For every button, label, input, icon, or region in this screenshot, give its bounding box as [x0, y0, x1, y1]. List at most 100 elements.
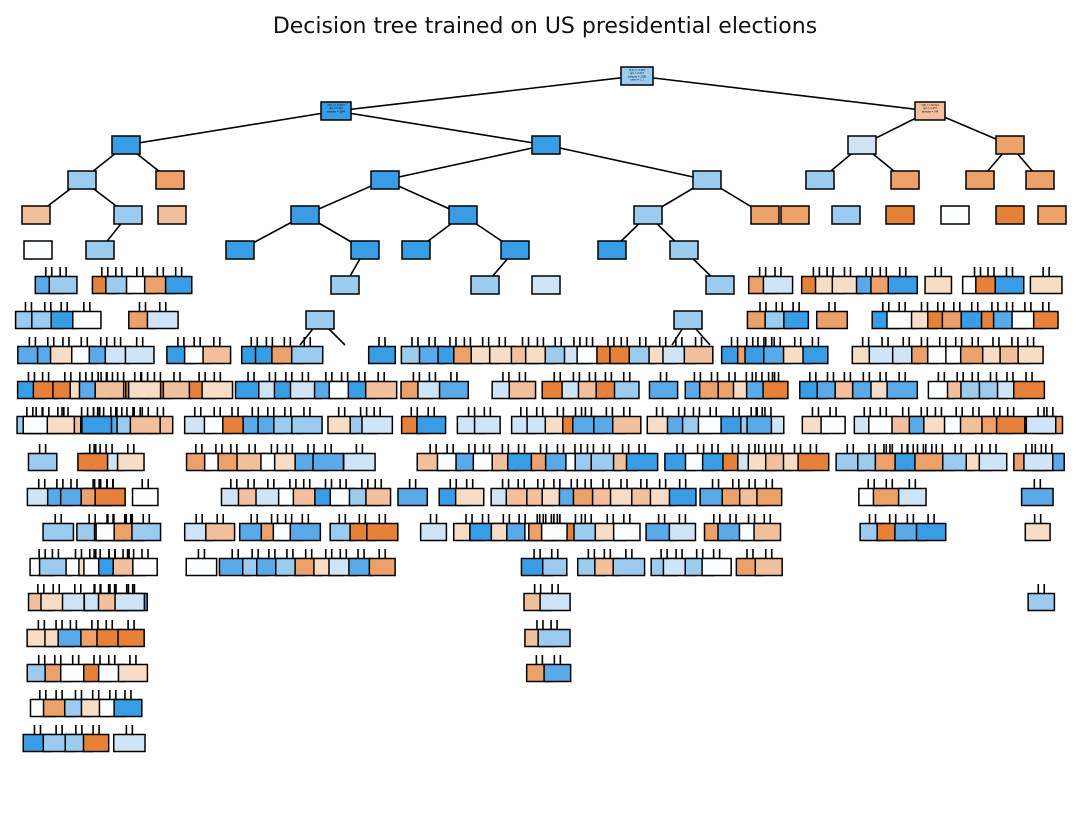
tree-node [1025, 170, 1055, 190]
tree-node [67, 170, 97, 190]
tree-node [1017, 345, 1044, 365]
tree-node [668, 487, 697, 507]
tree-node [978, 452, 1008, 472]
tree-node [648, 380, 679, 400]
tree-node [1025, 415, 1057, 435]
tree-node [330, 275, 360, 295]
tree-node [543, 663, 572, 683]
tree-node [370, 170, 400, 190]
node-label-line: samples = 1288 [628, 75, 646, 78]
tree-edge [125, 110, 337, 146]
tree-node [831, 205, 861, 225]
tree-node [673, 310, 703, 330]
tree-node [124, 345, 155, 365]
tree-edge [384, 144, 547, 181]
tree-node [914, 452, 944, 472]
tree-node [113, 205, 143, 225]
tree-node [46, 415, 76, 435]
tree-node [750, 205, 780, 225]
tree-node [633, 205, 663, 225]
tree-node [289, 522, 322, 542]
tree-node [683, 345, 714, 365]
tree-node [746, 415, 773, 435]
node-label-line: X[3] <= 0.487 [629, 69, 646, 72]
tree-node [132, 557, 158, 577]
tree-node [202, 345, 232, 365]
tree-node [1023, 452, 1054, 472]
tree-edge [335, 75, 638, 112]
tree-node [419, 522, 448, 542]
tree-node [885, 205, 915, 225]
tree-node [701, 557, 732, 577]
tree-node [131, 487, 159, 507]
tree-node [72, 310, 102, 330]
tree-node [77, 452, 109, 472]
tree-node [185, 557, 218, 577]
tree-node [762, 275, 794, 295]
tree-node [473, 415, 501, 435]
tree-node [612, 557, 646, 577]
tree-node [48, 275, 78, 295]
tree-node [157, 205, 187, 225]
tree-edge [335, 110, 547, 146]
tree-node [625, 452, 659, 472]
tree-node [890, 170, 920, 190]
tree-node [111, 135, 141, 155]
tree-node [1020, 487, 1054, 507]
tree-node [754, 557, 783, 577]
tree-node [290, 345, 324, 365]
tree-node [201, 380, 234, 400]
tree-node [205, 522, 236, 542]
tree-node [612, 522, 641, 542]
tree-node [994, 275, 1025, 295]
tree-node [131, 522, 162, 542]
tree-node [886, 380, 919, 400]
tree-node [366, 522, 399, 542]
tree-node [705, 275, 735, 295]
tree-node [81, 415, 113, 435]
node-label-line: samples = 244 [922, 110, 939, 113]
tree-node [995, 205, 1025, 225]
tree-node [42, 522, 75, 542]
tree-node [164, 275, 193, 295]
node-label-line: samples = 1044 [327, 110, 345, 113]
tree-node [27, 452, 58, 472]
chart-title: Decision tree trained on US presidential… [272, 14, 818, 39]
tree-node [117, 628, 145, 648]
tree-node [112, 733, 146, 753]
tree-node [401, 240, 431, 260]
tree-node [367, 345, 397, 365]
tree-node [924, 275, 953, 295]
tree-node [995, 135, 1025, 155]
tree-node [537, 628, 571, 648]
node-label-line: X[2] <= 0.0313 [327, 104, 345, 107]
tree-node [361, 415, 394, 435]
tree-node [305, 310, 335, 330]
tree-node [940, 205, 970, 225]
tree-node [669, 240, 699, 260]
tree-node [113, 698, 143, 718]
tree-node [291, 415, 323, 435]
tree-node [312, 452, 345, 472]
tree-node [342, 452, 376, 472]
tree-edge [636, 75, 931, 112]
tree-node [1024, 522, 1051, 542]
tree-node [756, 487, 783, 507]
tree-node [116, 452, 145, 472]
tree-edge [545, 144, 708, 181]
node-label-line: gini = 0.437 [923, 107, 937, 110]
tree-node [1027, 592, 1056, 612]
tree-node [365, 487, 392, 507]
tree-node [995, 415, 1026, 435]
tree-node [416, 415, 447, 435]
tree-node [611, 415, 642, 435]
tree-node [802, 345, 829, 365]
tree-node [1037, 205, 1067, 225]
tree-node [438, 380, 470, 400]
tree-node [820, 415, 846, 435]
tree-node [780, 205, 810, 225]
